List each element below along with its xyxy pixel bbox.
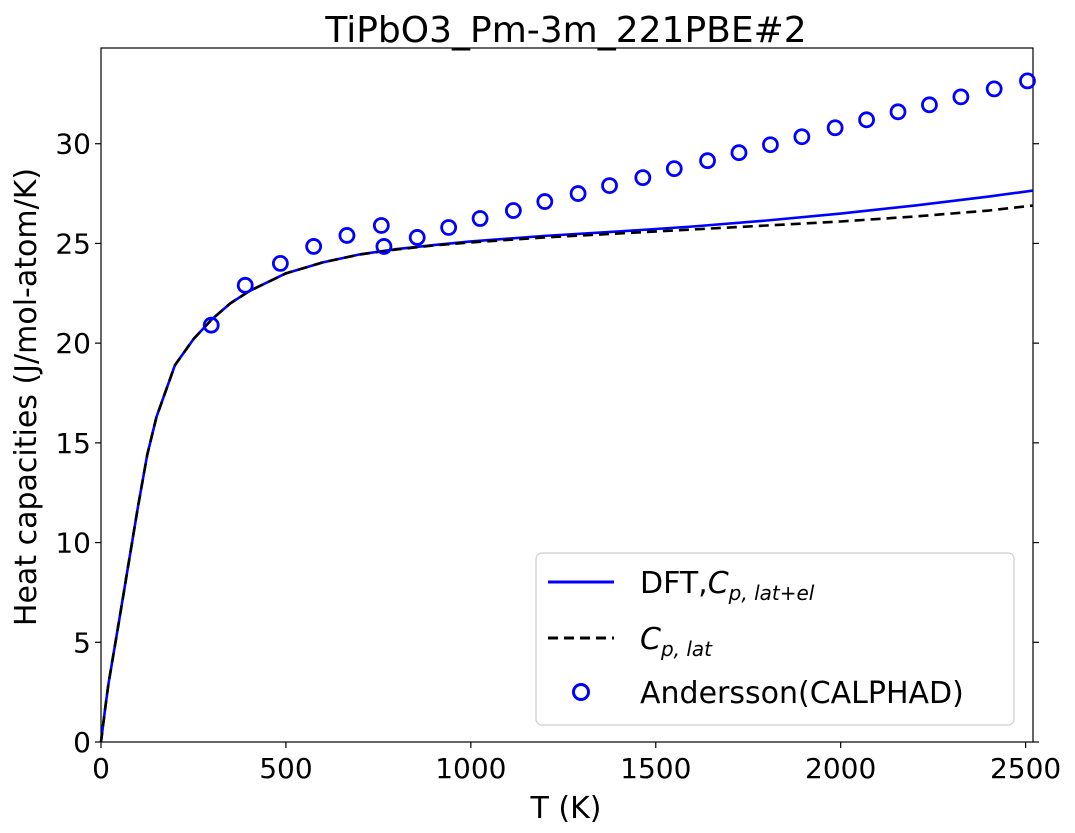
andersson-point-6 — [375, 238, 393, 255]
y-axis-ticks: 0 5 10 15 20 25 30 — [55, 128, 1039, 759]
andersson-point-5 — [372, 217, 390, 234]
legend-entry-cp-lat: Cp, lat — [548, 622, 713, 661]
series-layer — [99, 72, 1036, 743]
andersson-point-0 — [202, 316, 220, 334]
legend-label-cp-lat: Cp, lat — [640, 622, 713, 661]
plot-area: 0 500 1000 1500 2000 2500 0 5 10 15 20 25 30 — [55, 47, 1061, 785]
andersson-point-7 — [408, 229, 426, 246]
legend-label-andersson: Andersson(CALPHAD) — [640, 676, 964, 711]
legend-entry-dft: DFT,Cp, lat+el — [548, 566, 815, 605]
andersson-point-25 — [985, 80, 1003, 98]
andersson-point-1 — [236, 276, 254, 294]
andersson-point-26 — [1019, 72, 1036, 90]
series-cp-lat-line — [99, 204, 1034, 743]
x-tick-label-1500: 1500 — [620, 752, 691, 785]
x-axis-label: T (K) — [530, 791, 602, 826]
x-tick-label-1000: 1000 — [435, 752, 506, 785]
x-tick-label-2000: 2000 — [805, 752, 876, 785]
andersson-point-14 — [634, 169, 652, 187]
andersson-point-18 — [762, 136, 779, 154]
andersson-point-4 — [338, 227, 356, 244]
y-tick-label-25: 25 — [55, 227, 91, 260]
y-tick-label-10: 10 — [55, 527, 91, 560]
andersson-point-15 — [665, 160, 683, 178]
x-axis-ticks: 0 500 1000 1500 2000 2500 — [92, 742, 1061, 785]
andersson-point-13 — [601, 177, 618, 195]
andersson-point-2 — [271, 254, 289, 272]
plot-frame — [100, 47, 1034, 743]
x-tick-label-2500: 2500 — [990, 752, 1061, 785]
legend: DFT,Cp, lat+el Cp, lat Andersson(CALPHAD… — [535, 552, 1015, 726]
legend-box — [535, 552, 1015, 726]
andersson-point-23 — [921, 96, 938, 114]
y-tick-label-15: 15 — [55, 427, 91, 460]
andersson-point-20 — [826, 119, 844, 137]
andersson-point-11 — [536, 193, 554, 210]
legend-swatch-andersson — [572, 683, 590, 701]
andersson-point-17 — [730, 144, 748, 162]
andersson-point-9 — [471, 210, 489, 227]
andersson-point-22 — [889, 103, 907, 121]
legend-entry-andersson: Andersson(CALPHAD) — [572, 676, 964, 711]
y-axis-label: Heat capacities (J/mol-atom/K) — [9, 168, 44, 626]
andersson-point-16 — [699, 152, 716, 170]
chart-title: TiPbO3_Pm-3m_221PBE#2 — [324, 10, 806, 51]
andersson-point-8 — [440, 219, 458, 236]
andersson-point-24 — [952, 88, 970, 106]
x-tick-label-0: 0 — [92, 752, 110, 785]
x-tick-label-500: 500 — [259, 752, 312, 785]
y-tick-label-30: 30 — [55, 128, 91, 161]
legend-label-dft: DFT,Cp, lat+el — [640, 566, 815, 605]
andersson-point-3 — [305, 238, 323, 255]
andersson-point-21 — [858, 111, 875, 129]
andersson-point-10 — [504, 202, 522, 219]
y-tick-label-0: 0 — [73, 726, 91, 759]
andersson-point-12 — [569, 185, 587, 202]
y-tick-label-20: 20 — [55, 327, 91, 360]
series-andersson-markers — [202, 72, 1036, 334]
andersson-point-19 — [793, 128, 811, 146]
y-tick-label-5: 5 — [73, 626, 91, 659]
